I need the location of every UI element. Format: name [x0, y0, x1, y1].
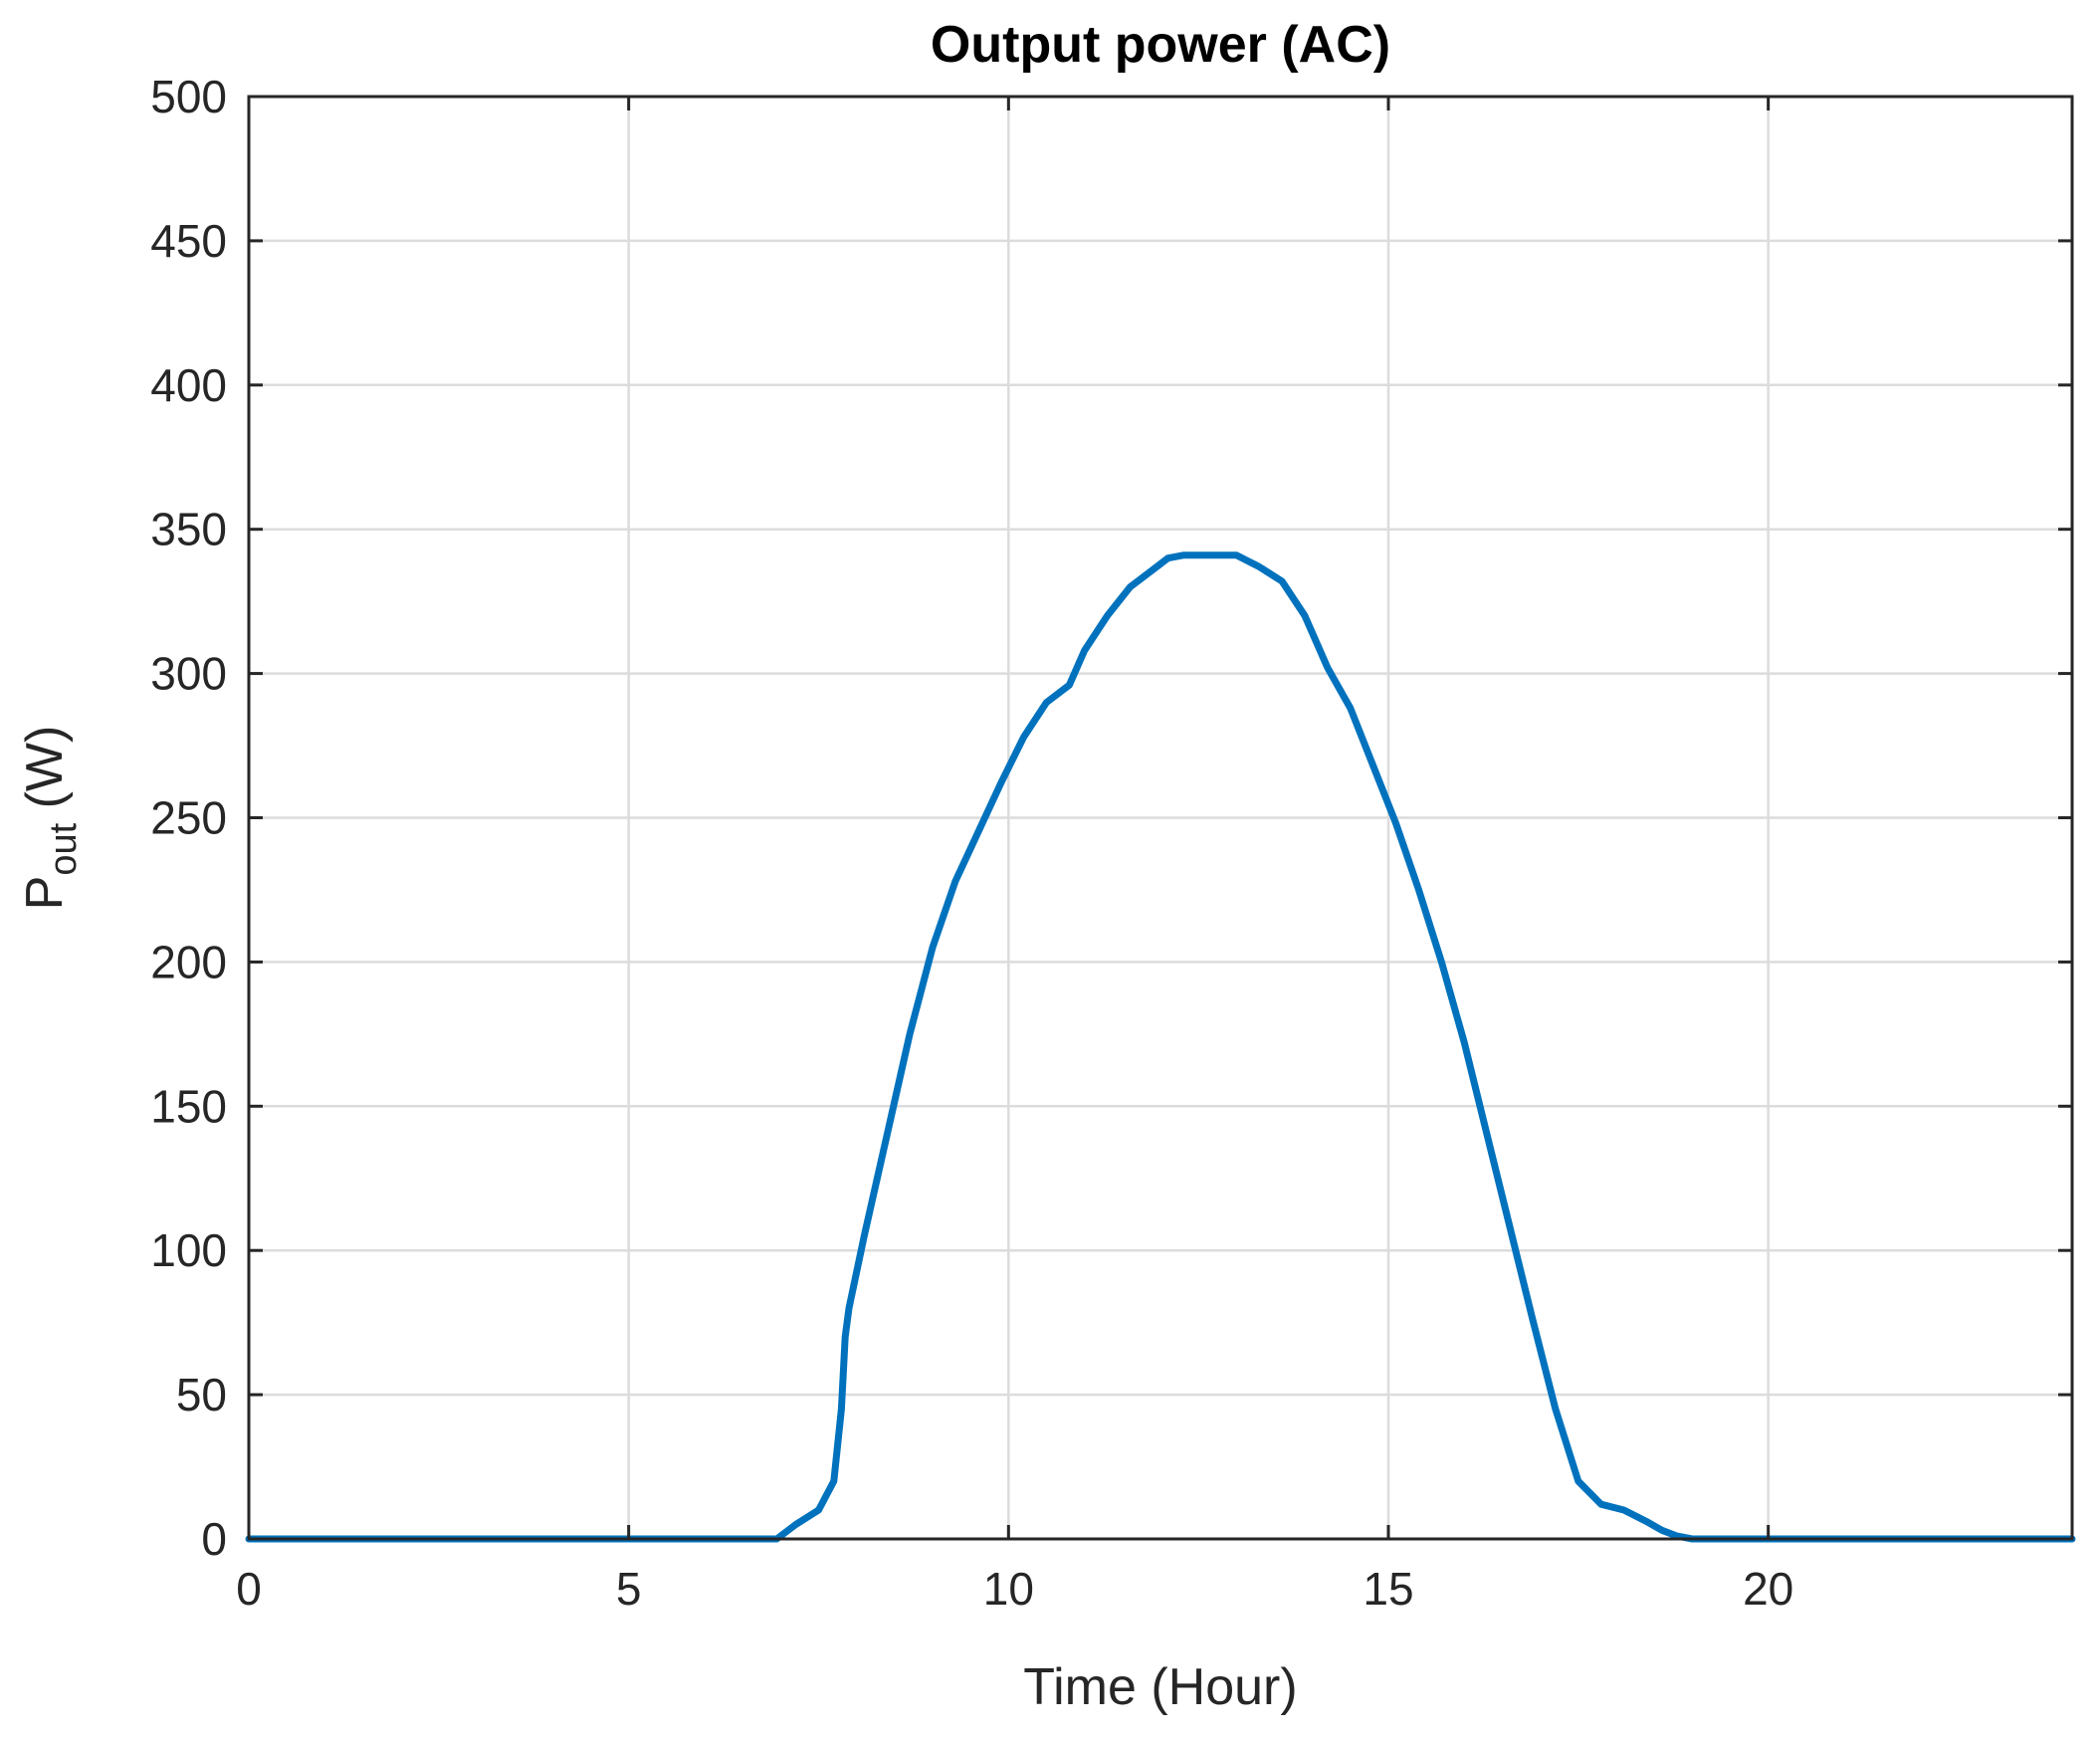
grid — [249, 97, 2072, 1539]
y-axis-label: Pout (W) — [16, 726, 85, 911]
x-tick-label: 10 — [983, 1563, 1034, 1615]
y-tick-label: 350 — [150, 504, 227, 555]
y-tick-label: 300 — [150, 648, 227, 700]
series-line — [245, 551, 2076, 1543]
y-axis-label-subscript: out — [43, 822, 85, 875]
y-tick-label: 100 — [150, 1224, 227, 1276]
x-axis-label: Time (Hour) — [1023, 1658, 1297, 1716]
x-tick-label: 20 — [1743, 1563, 1793, 1615]
y-tick-label: 400 — [150, 359, 227, 411]
x-tick-label: 15 — [1363, 1563, 1413, 1615]
y-axis-label-main: P — [16, 876, 74, 911]
y-tick-label: 50 — [176, 1369, 227, 1420]
chart-title: Output power (AC) — [931, 16, 1390, 74]
y-tick-label: 200 — [150, 936, 227, 987]
x-tick-label: 0 — [236, 1563, 262, 1615]
plot-area — [245, 551, 2076, 1543]
y-tick-label: 250 — [150, 792, 227, 844]
y-tick-label: 500 — [150, 71, 227, 122]
y-axis-label-unit: (W) — [16, 726, 74, 823]
y-tick-label: 450 — [150, 215, 227, 267]
x-tick-label: 5 — [616, 1563, 642, 1615]
y-tick-label: 150 — [150, 1080, 227, 1132]
y-tick-label: 0 — [201, 1513, 227, 1565]
